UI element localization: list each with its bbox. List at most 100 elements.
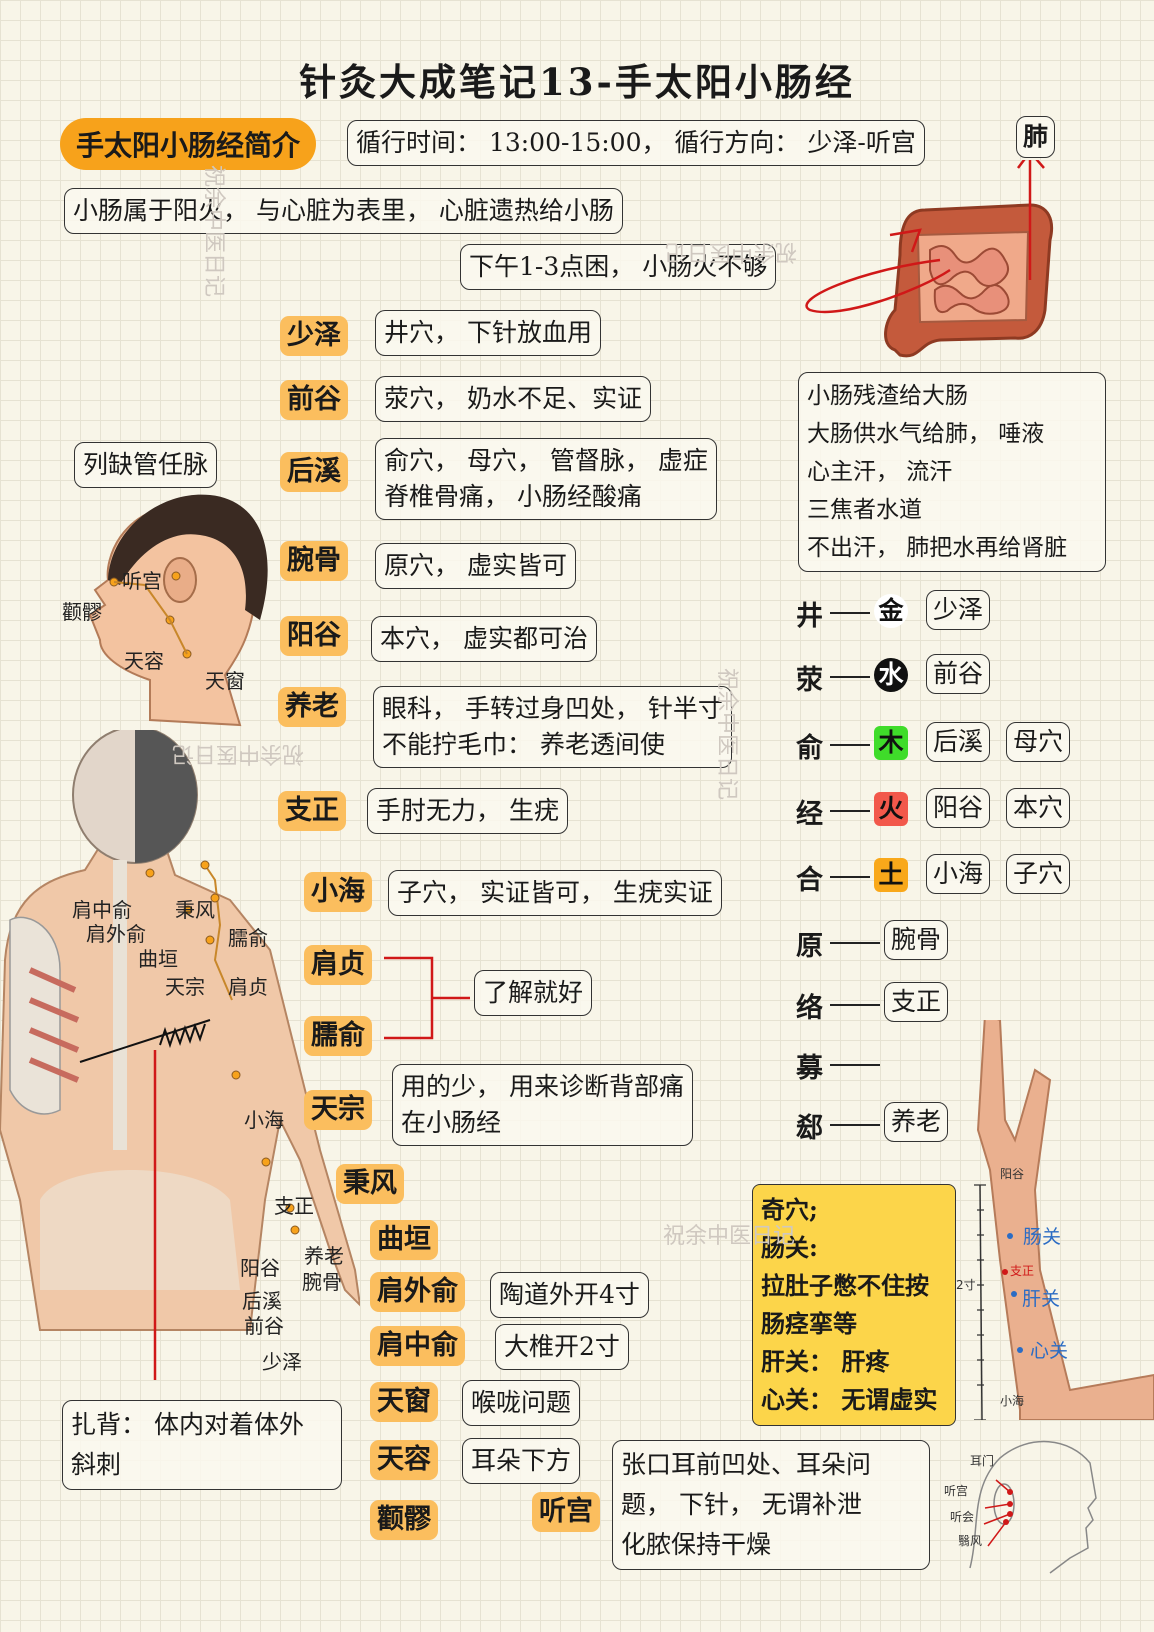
head-label-tinggong: 听宫: [122, 569, 162, 593]
ear-label-tinghui: 听会: [950, 1510, 975, 1524]
connector-line: [830, 744, 870, 746]
extra-line: 肝关： 肝疼: [761, 1347, 890, 1376]
shu-point: 前谷: [926, 654, 991, 694]
intestine-illustration: [805, 160, 1054, 358]
connector-line: [830, 1064, 880, 1066]
point-desc-line: 俞穴， 母穴， 管督脉， 虚症: [384, 446, 708, 475]
connector-line: [830, 810, 870, 812]
shu-type: 俞: [796, 733, 823, 764]
shu-point: 后溪: [926, 722, 991, 762]
point-label: 小海: [304, 872, 372, 912]
special-point: 腕骨: [884, 920, 949, 960]
intestine-note: 小肠残渣给大肠: [807, 383, 968, 409]
point-label: 养老: [278, 687, 346, 727]
point-label: 支正: [278, 791, 346, 831]
back-label-shaoze: 少泽: [262, 1350, 302, 1374]
point-desc-line: 题， 下针， 无谓补泄: [621, 1490, 862, 1519]
intestine-notes-box: 小肠残渣给大肠 大肠供水气给肺， 唾液 心主汗， 流汗 三焦者水道 不出汗， 肺…: [798, 372, 1106, 572]
point-desc-line: 化脓保持干燥: [621, 1530, 772, 1559]
special-type: 原: [796, 931, 823, 962]
back-note-line: 扎背： 体内对着体外: [71, 1410, 304, 1439]
watermark: 祝余中医日记: [201, 165, 226, 298]
arm-label-changguan: 肠关: [1023, 1226, 1062, 1248]
point-label: 天宗: [304, 1090, 372, 1130]
point-label: 肩中俞: [370, 1326, 465, 1366]
point-desc: 大椎开2寸: [495, 1324, 629, 1370]
connector-line: [830, 1124, 880, 1126]
point-desc-line: 脊椎骨痛， 小肠经酸痛: [384, 482, 642, 511]
back-label-qiangu: 前谷: [244, 1314, 284, 1338]
special-point: 支正: [884, 982, 949, 1022]
back-label-wangu: 腕骨: [302, 1270, 342, 1294]
point-label: 前谷: [280, 380, 348, 420]
shu-point: 阳谷: [926, 788, 991, 828]
back-label-tianzong: 天宗: [165, 975, 205, 999]
shu-extra: 母穴: [1006, 722, 1071, 762]
head-label-quanliao: 颧髎: [62, 600, 102, 624]
connector-line: [830, 676, 870, 678]
element-earth-icon: 土: [874, 858, 908, 892]
point-desc-multiline: 眼科， 手转过身凹处， 针半寸 不能拧毛巾： 养老透间使: [373, 686, 732, 768]
element-fire-icon: 火: [874, 792, 908, 826]
point-desc: 耳朵下方: [462, 1438, 581, 1484]
point-label: 肩贞: [304, 945, 372, 985]
point-label: 阳谷: [280, 616, 348, 656]
point-desc-multiline: 俞穴， 母穴， 管督脉， 虚症 脊椎骨痛， 小肠经酸痛: [375, 438, 717, 520]
watermark: 祝余中医日记: [714, 668, 739, 801]
back-label-houxi: 后溪: [242, 1289, 282, 1313]
point-label: 腕骨: [280, 541, 348, 581]
point-desc-line: 用的少， 用来诊断背部痛: [401, 1072, 684, 1101]
back-illustration: [0, 730, 360, 1380]
point-label: 听宫: [532, 1492, 600, 1532]
watermark: 祝余中医日记: [663, 1224, 796, 1249]
point-desc: 本穴， 虚实都可治: [371, 616, 597, 662]
arm-label-yanggu: 阳谷: [1000, 1167, 1025, 1181]
arm-label-cun: 2寸: [956, 1278, 976, 1292]
extra-line: 奇穴;: [761, 1195, 818, 1224]
arm-label-ganguan: 肝关: [1022, 1288, 1061, 1310]
back-label-jianzhen: 肩贞: [228, 975, 268, 999]
connector-line: [830, 1004, 880, 1006]
back-note: 扎背： 体内对着体外 斜刺: [62, 1400, 342, 1490]
shu-type: 经: [796, 799, 823, 830]
point-desc: 子穴， 实证皆可， 生疣实证: [388, 870, 722, 916]
arm-label-xinguan: 心关: [1030, 1340, 1069, 1362]
relation-box: 小肠属于阳火， 与心脏为表里， 心脏遗热给小肠: [64, 188, 623, 234]
shu-type: 荥: [796, 665, 823, 696]
head-label-tianrong: 天容: [124, 649, 164, 673]
special-type: 络: [796, 993, 823, 1024]
intestine-note: 不出汗， 肺把水再给肾脏: [807, 535, 1068, 561]
point-desc-multiline: 用的少， 用来诊断背部痛 在小肠经: [392, 1064, 693, 1146]
point-desc-line: 不能拧毛巾： 养老透间使: [382, 730, 665, 759]
special-type: 郄: [796, 1113, 823, 1144]
extra-line: 心关： 无谓虚实: [761, 1385, 938, 1414]
element-water-icon: 水: [874, 658, 908, 692]
special-point: 养老: [884, 1102, 949, 1142]
head-label-tianchuang: 天窗: [205, 669, 245, 693]
point-label: 后溪: [280, 452, 348, 492]
shu-type: 合: [796, 865, 823, 896]
point-desc-line: 张口耳前凹处、耳朵问: [621, 1450, 872, 1479]
back-note-line: 斜刺: [71, 1450, 122, 1479]
point-label: 颧髎: [370, 1500, 438, 1540]
shu-extra: 子穴: [1006, 854, 1071, 894]
point-label: 少泽: [280, 316, 348, 356]
shu-point: 少泽: [926, 590, 991, 630]
point-desc: 原穴， 虚实皆可: [375, 543, 576, 589]
ear-label-tinggong: 听宫: [944, 1484, 969, 1498]
ear-illustration: [969, 1440, 1097, 1574]
point-label: 天容: [370, 1440, 438, 1480]
arm-label-zhizheng: 支正: [1010, 1264, 1035, 1278]
point-desc: 陶道外开4寸: [490, 1272, 649, 1318]
connector-line: [830, 876, 870, 878]
back-label-jianwaishu: 肩外俞: [86, 922, 146, 946]
point-desc: 井穴， 下针放血用: [375, 310, 601, 356]
point-label: 肩外俞: [370, 1272, 465, 1312]
head-illustration: [88, 494, 268, 727]
ear-label-yifeng: 翳风: [958, 1534, 983, 1548]
shu-point: 小海: [926, 854, 991, 894]
lieque-note: 列缺管任脉: [74, 442, 218, 488]
intro-pill: 手太阳小肠经简介: [60, 118, 317, 170]
connector-line: [830, 612, 870, 614]
watermark: 祝余中医日记: [665, 239, 798, 264]
